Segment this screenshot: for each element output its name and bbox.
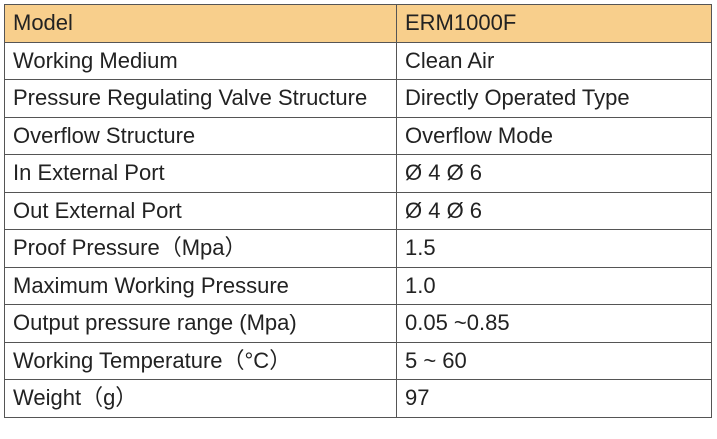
spec-value: Ø 4 Ø 6 (396, 191, 712, 230)
label-fit: Pressure Regulating Valve Structure (13, 85, 368, 111)
spec-value: Overflow Mode (396, 116, 712, 155)
spec-value: Clean Air (396, 41, 712, 80)
spec-row: Pressure Regulating Valve Structure Direc… (4, 79, 712, 118)
spec-label: Working Medium (4, 41, 397, 80)
spec-row: Weight（g） 97 (4, 379, 712, 418)
spec-label: In External Port (4, 154, 397, 193)
spec-value: Directly Operated Type (396, 79, 712, 118)
spec-row: Proof Pressure（Mpa） 1.5 (4, 229, 712, 268)
label-fit: Proof Pressure（Mpa） (13, 235, 247, 261)
label-fit: Out External Port (13, 197, 182, 223)
spec-value: 5 ~ 60 (396, 341, 712, 380)
spec-value: Ø 4 Ø 6 (396, 154, 712, 193)
spec-table: Model ERM1000F Working Medium Clean Air Pr… (4, 4, 712, 418)
spec-value: 97 (396, 379, 712, 418)
spec-row: Maximum Working Pressure 1.0 (4, 266, 712, 305)
spec-label: Weight（g） (4, 379, 397, 418)
spec-label: Out External Port (4, 191, 397, 230)
spec-row: Out External Port Ø 4 Ø 6 (4, 191, 712, 230)
spec-value: 1.0 (396, 266, 712, 305)
spec-row: In External Port Ø 4 Ø 6 (4, 154, 712, 193)
header-row: Model ERM1000F (4, 4, 712, 43)
spec-row: Working Medium Clean Air (4, 41, 712, 80)
spec-label: Working Temperature（°C） (4, 341, 397, 380)
label-fit: Working Medium (13, 47, 178, 73)
spec-row: Output pressure range (Mpa) 0.05 ~0.85 (4, 304, 712, 343)
label-fit: Maximum Working Pressure (13, 272, 289, 298)
spec-value: 1.5 (396, 229, 712, 268)
label-fit: Working Temperature（°C） (13, 347, 292, 373)
header-cell: ERM1000F (396, 4, 712, 43)
header-cell: Model (4, 4, 397, 43)
label-fit: Output pressure range (Mpa) (13, 310, 297, 336)
label-fit: In External Port (13, 160, 165, 186)
spec-label: Overflow Structure (4, 116, 397, 155)
spec-row: Working Temperature（°C） 5 ~ 60 (4, 341, 712, 380)
label-fit: Weight（g） (13, 385, 138, 411)
label-fit: Overflow Structure (13, 122, 196, 148)
spec-label: Output pressure range (Mpa) (4, 304, 397, 343)
spec-value: 0.05 ~0.85 (396, 304, 712, 343)
spec-label: Maximum Working Pressure (4, 266, 397, 305)
label-fit: Model (13, 10, 73, 36)
spec-row: Overflow Structure Overflow Mode (4, 116, 712, 155)
spec-label: Pressure Regulating Valve Structure (4, 79, 397, 118)
table-body: Model ERM1000F Working Medium Clean Air Pr… (4, 4, 712, 418)
spec-label: Proof Pressure（Mpa） (4, 229, 397, 268)
